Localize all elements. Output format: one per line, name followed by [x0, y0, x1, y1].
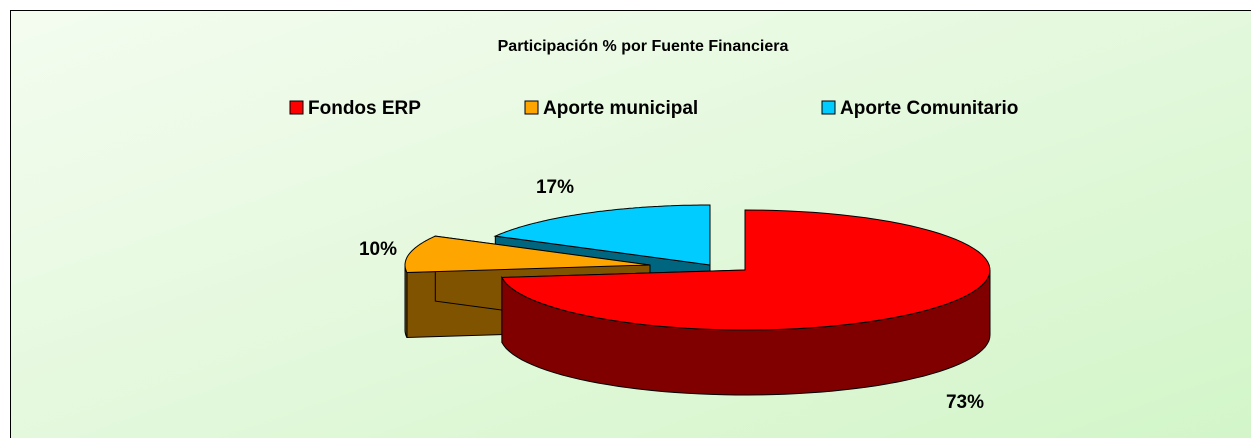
legend-label: Fondos ERP [308, 98, 421, 119]
legend-swatch [821, 100, 836, 115]
data-label: 10% [359, 239, 397, 260]
slice [493, 204, 711, 266]
slice [500, 209, 991, 331]
data-label: 17% [536, 177, 574, 198]
slice-wall [404, 265, 408, 338]
slice [404, 235, 651, 274]
data-label: 73% [946, 392, 984, 413]
legend-swatch [289, 100, 304, 115]
legend-label: Aporte Comunitario [840, 98, 1018, 119]
legend-swatch [524, 100, 539, 115]
legend-label: Aporte municipal [543, 98, 698, 119]
chart-title: Participación % por Fuente Financiera [498, 38, 789, 55]
